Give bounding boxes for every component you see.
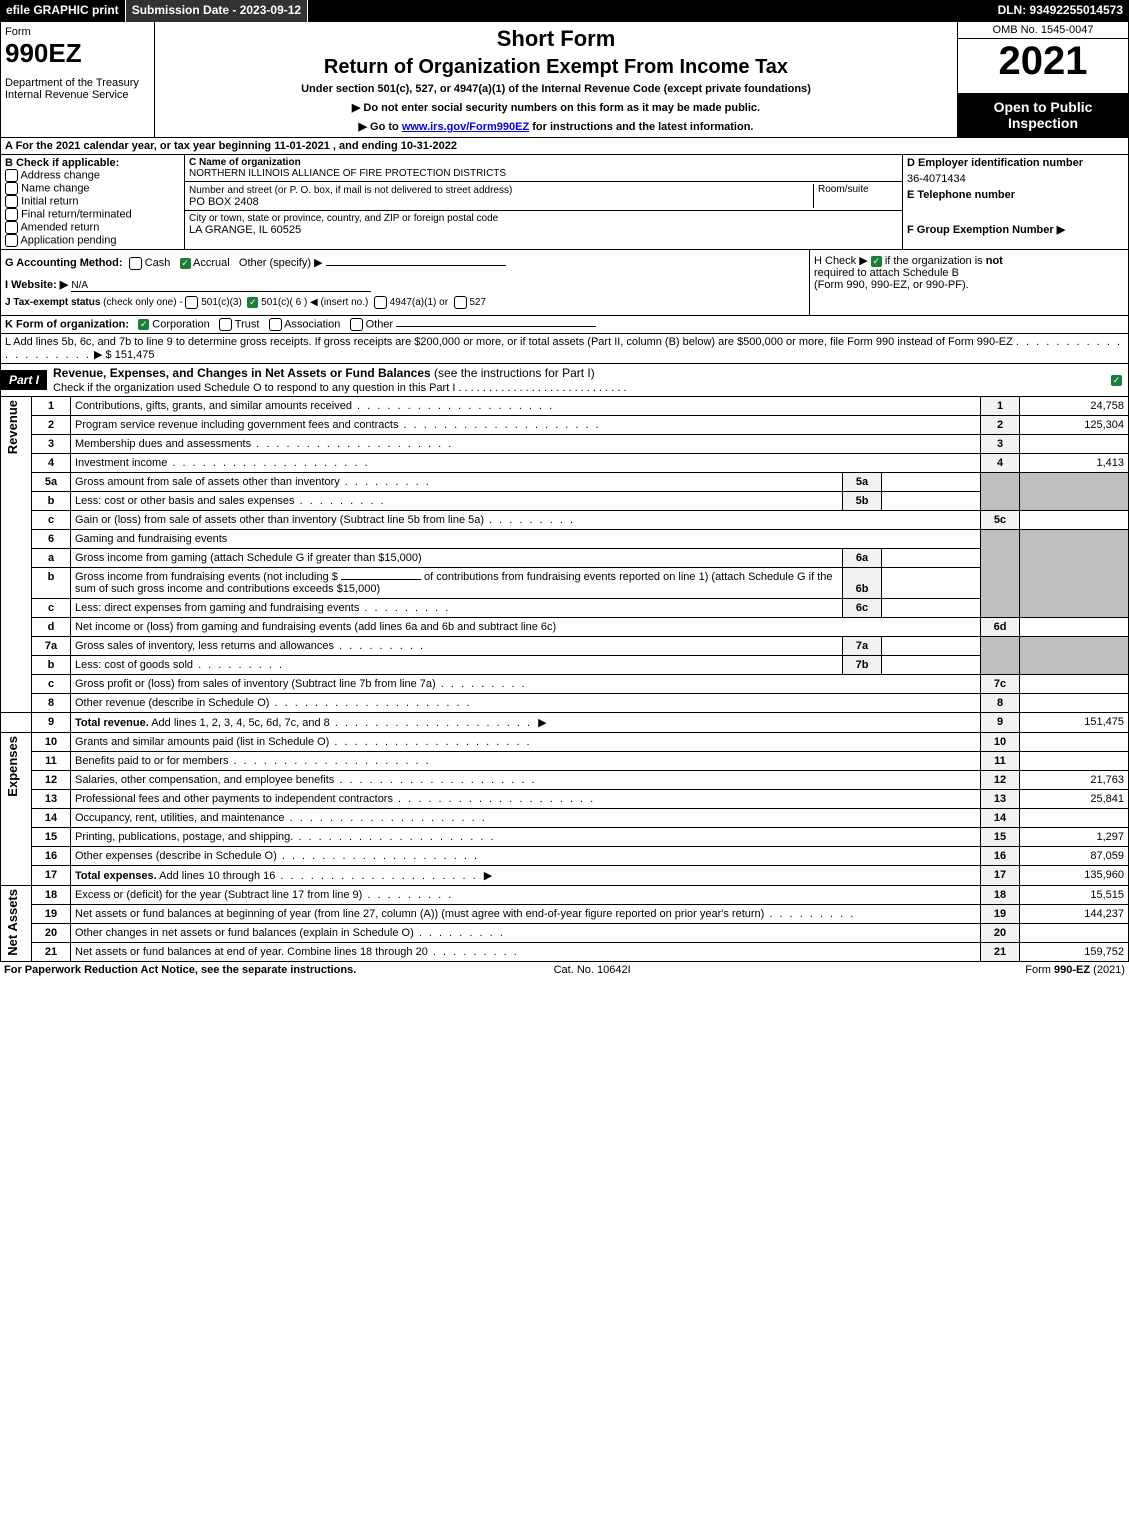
section-bcdef: B Check if applicable: Address change Na… [0,155,1129,250]
checkbox-initial[interactable] [5,195,18,208]
note-link: ▶ Go to www.irs.gov/Form990EZ for instru… [159,120,953,133]
gross-receipts: 151,475 [115,349,155,361]
under-section: Under section 501(c), 527, or 4947(a)(1)… [159,83,953,95]
checkbox-other[interactable] [350,318,363,331]
row-g: G Accounting Method: Cash ✓ Accrual Othe… [5,256,805,270]
side-revenue: Revenue [5,400,20,454]
short-form: Short Form [159,26,953,52]
c-city-label: City or town, state or province, country… [189,213,898,224]
header-center: Short Form Return of Organization Exempt… [155,22,957,137]
c-name: NORTHERN ILLINOIS ALLIANCE OF FIRE PROTE… [189,168,898,179]
checkbox-final[interactable] [5,208,18,221]
row-h: H Check ▶ ✓ if the organization is not r… [809,250,1128,315]
col-b: B Check if applicable: Address change Na… [1,155,185,249]
footer-left: For Paperwork Reduction Act Notice, see … [4,964,356,976]
dln: DLN: 93492255014573 [992,0,1129,22]
val-19: 144,237 [1020,904,1129,923]
side-netassets: Net Assets [5,889,20,956]
checkbox-pending[interactable] [5,234,18,247]
header-left: Form 990EZ Department of the Treasury In… [1,22,155,137]
checkbox-4947[interactable] [374,296,387,309]
checkbox-assoc[interactable] [269,318,282,331]
irs: Internal Revenue Service [5,89,150,101]
val-2: 125,304 [1020,415,1129,434]
form-number: 990EZ [5,38,150,69]
val-16: 87,059 [1020,846,1129,865]
col-def: D Employer identification number 36-4071… [902,155,1128,249]
row-l: L Add lines 5b, 6c, and 7b to line 9 to … [0,334,1129,364]
checkbox-name[interactable] [5,182,18,195]
val-4: 1,413 [1020,453,1129,472]
checkbox-cash[interactable] [129,257,142,270]
b-item-amended: Amended return [5,221,180,234]
form-header: Form 990EZ Department of the Treasury In… [0,22,1129,138]
val-18: 15,515 [1020,885,1129,904]
b-item-initial: Initial return [5,195,180,208]
tax-year: 2021 [958,39,1128,93]
b-item-address: Address change [5,169,180,182]
c-name-label: C Name of organization [189,157,898,168]
val-9: 151,475 [1020,712,1129,732]
row-j: J Tax-exempt status (check only one) - 5… [5,296,805,309]
b-label: B Check if applicable: [5,157,180,169]
d-val: 36-4071434 [903,171,1128,187]
val-17: 135,960 [1020,865,1129,885]
side-expenses: Expenses [5,736,20,797]
lines-table: Revenue 1 Contributions, gifts, grants, … [0,397,1129,962]
val-15: 1,297 [1020,827,1129,846]
val-21: 159,752 [1020,942,1129,961]
val-13: 25,841 [1020,789,1129,808]
note-ssn: ▶ Do not enter social security numbers o… [159,101,953,114]
checkbox-501c3[interactable] [185,296,198,309]
e-label: E Telephone number [903,187,1128,203]
c-city: LA GRANGE, IL 60525 [189,224,898,236]
checkbox-501c[interactable]: ✓ [247,297,258,308]
note2-post: for instructions and the latest informat… [529,121,753,133]
header-right: OMB No. 1545-0047 2021 Open to Public In… [957,22,1128,137]
b-item-name: Name change [5,182,180,195]
part1-tab: Part I [1,370,47,390]
top-bar: efile GRAPHIC print Submission Date - 20… [0,0,1129,22]
submission-date: Submission Date - 2023-09-12 [126,0,308,22]
note2-pre: ▶ Go to [359,121,402,133]
col-c: C Name of organization NORTHERN ILLINOIS… [185,155,902,249]
omb: OMB No. 1545-0047 [958,22,1128,39]
checkbox-accrual[interactable]: ✓ [180,258,191,269]
checkbox-trust[interactable] [219,318,232,331]
part1-title: Revenue, Expenses, and Changes in Net As… [47,364,1105,396]
row-gh: G Accounting Method: Cash ✓ Accrual Othe… [0,250,1129,316]
val-1: 24,758 [1020,397,1129,416]
row-i: I Website: ▶ N/A [5,278,805,292]
footer-mid: Cat. No. 10642I [554,964,631,976]
checkbox-schedo[interactable]: ✓ [1111,375,1122,386]
footer-right: Form 990-EZ (2021) [1025,964,1125,976]
form-label: Form [5,26,150,38]
checkbox-amended[interactable] [5,221,18,234]
row-a: A For the 2021 calendar year, or tax yea… [0,138,1129,155]
dept: Department of the Treasury [5,77,150,89]
efile-label: efile GRAPHIC print [0,0,126,22]
checkbox-address[interactable] [5,169,18,182]
c-room-label: Room/suite [813,184,898,208]
return-title: Return of Organization Exempt From Incom… [159,56,953,79]
d-label: D Employer identification number [903,155,1128,171]
checkbox-h[interactable]: ✓ [871,256,882,267]
checkbox-527[interactable] [454,296,467,309]
b-item-final: Final return/terminated [5,208,180,221]
c-addr: PO BOX 2408 [189,196,813,208]
c-addr-label: Number and street (or P. O. box, if mail… [189,185,512,196]
checkbox-corp[interactable]: ✓ [138,319,149,330]
open-public: Open to Public Inspection [958,93,1128,137]
f-label: F Group Exemption Number ▶ [903,221,1128,238]
footer: For Paperwork Reduction Act Notice, see … [0,962,1129,978]
b-item-pending: Application pending [5,234,180,247]
val-12: 21,763 [1020,770,1129,789]
row-k: K Form of organization: ✓ Corporation Tr… [0,316,1129,334]
irs-link[interactable]: www.irs.gov/Form990EZ [402,121,529,133]
website-val: N/A [71,280,371,292]
part1-header: Part I Revenue, Expenses, and Changes in… [0,364,1129,397]
